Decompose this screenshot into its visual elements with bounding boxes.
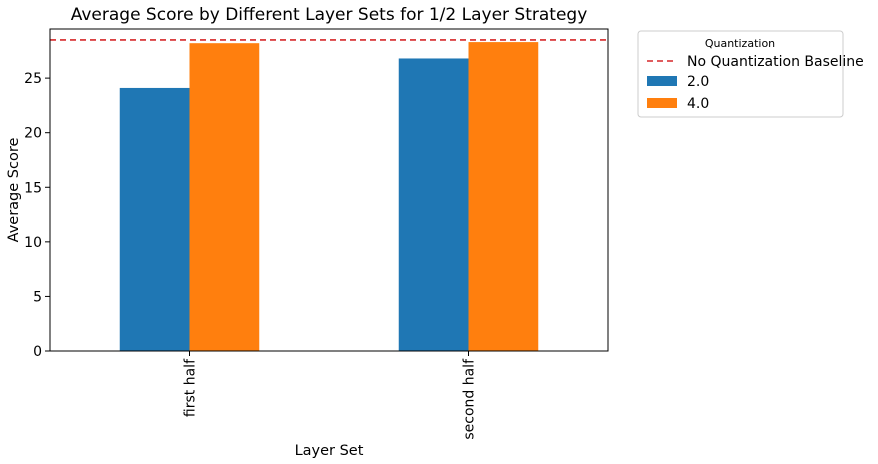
bar-1-0 (189, 43, 260, 352)
legend-series-0-label: 2.0 (687, 74, 709, 90)
legend: Quantization No Quantization Baseline 2.… (637, 30, 864, 118)
plot-area (49, 28, 609, 352)
x-axis: first half second half (183, 351, 478, 440)
y-axis: 0 5 10 15 20 25 (24, 71, 50, 360)
y-tick-label-3: 15 (24, 180, 42, 196)
legend-frame (637, 30, 844, 118)
x-tick-label-0: first half (183, 358, 199, 417)
y-tick-label-0: 0 (33, 344, 42, 360)
legend-series-1-label: 4.0 (687, 96, 709, 112)
x-tick-label-1: second half (462, 358, 478, 440)
y-tick-label-2: 10 (24, 235, 42, 251)
plot-frame (49, 28, 609, 352)
bar-0-1 (398, 58, 469, 351)
legend-baseline-label: No Quantization Baseline (687, 54, 864, 70)
legend-title: Quantization (705, 37, 775, 50)
legend-series-1-swatch (647, 98, 677, 108)
legend-series-0-swatch (647, 76, 677, 86)
y-tick-label-4: 20 (24, 126, 42, 142)
bar-1-1 (468, 42, 539, 352)
y-tick-label-5: 25 (24, 71, 42, 87)
y-tick-label-1: 5 (33, 289, 42, 305)
x-axis-label: Layer Set (295, 443, 364, 459)
bars-group (119, 42, 539, 352)
y-axis-label: Average Score (6, 138, 22, 243)
bar-0-0 (119, 87, 190, 351)
chart-title: Average Score by Different Layer Sets fo… (71, 5, 588, 25)
